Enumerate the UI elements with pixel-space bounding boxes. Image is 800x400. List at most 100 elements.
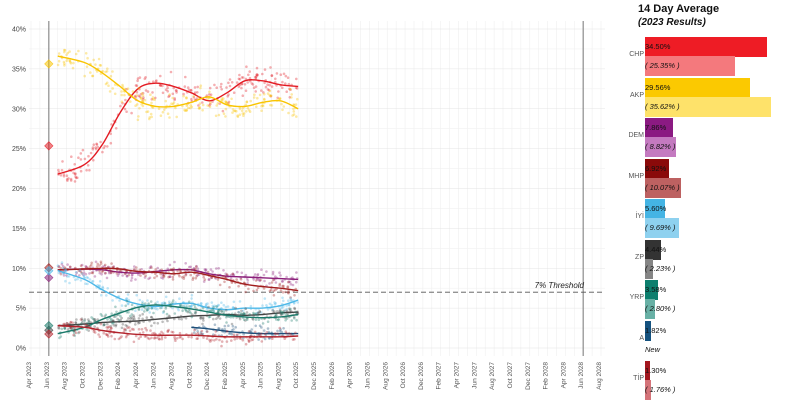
average-bar-dem <box>645 118 673 138</box>
poll-point <box>225 340 229 343</box>
poll-point <box>215 338 218 341</box>
poll-point <box>101 286 105 290</box>
poll-point <box>254 85 258 88</box>
x-tick-label: Aug 2023 <box>62 362 69 390</box>
poll-point <box>271 272 275 276</box>
poll-point <box>209 93 213 96</box>
poll-point <box>90 316 93 319</box>
poll-point <box>184 109 187 112</box>
x-tick-label: Oct 2023 <box>79 362 86 389</box>
poll-point <box>78 330 81 334</box>
poll-point <box>217 309 220 313</box>
poll-point <box>224 101 228 104</box>
poll-point <box>266 88 270 91</box>
poll-point <box>145 110 148 114</box>
poll-point <box>184 75 187 79</box>
poll-point <box>87 320 91 323</box>
poll-point <box>82 276 86 279</box>
poll-point <box>196 267 200 271</box>
poll-point <box>187 88 191 92</box>
poll-point <box>282 327 285 330</box>
poll-point <box>199 317 203 320</box>
poll-point <box>195 274 198 278</box>
poll-point <box>102 331 106 335</box>
poll-point <box>258 309 262 313</box>
poll-point <box>256 278 259 281</box>
x-tick-label: Jun 2026 <box>364 362 371 389</box>
poll-point <box>164 336 167 339</box>
poll-point <box>236 333 239 336</box>
poll-point <box>144 76 147 79</box>
poll-point <box>99 64 103 67</box>
poll-point <box>281 108 284 112</box>
poll-point <box>190 89 193 92</box>
poll-point <box>245 318 249 322</box>
poll-point <box>253 330 257 334</box>
poll-point <box>73 329 76 332</box>
trend-line-iyi <box>57 269 299 311</box>
poll-point <box>257 318 261 322</box>
poll-point <box>141 302 144 305</box>
poll-point <box>257 338 260 341</box>
poll-point <box>270 281 274 284</box>
poll-point <box>112 321 115 325</box>
poll-point <box>121 101 124 105</box>
poll-point <box>82 271 86 274</box>
poll-point <box>148 337 151 341</box>
poll-point <box>167 328 170 332</box>
poll-point <box>69 320 73 324</box>
poll-point <box>93 331 97 334</box>
trend-line-a <box>191 326 299 335</box>
poll-point <box>206 104 209 107</box>
poll-point <box>281 284 284 288</box>
poll-point <box>134 278 137 281</box>
poll-point <box>295 115 298 118</box>
poll-point <box>233 109 237 113</box>
series-tip <box>44 318 299 348</box>
poll-point <box>125 299 129 303</box>
poll-point <box>86 282 89 286</box>
poll-point <box>193 86 197 89</box>
poll-point <box>271 270 275 274</box>
poll-point <box>200 329 204 333</box>
poll-point <box>212 306 215 309</box>
poll-point <box>137 273 140 276</box>
poll-point <box>68 59 71 63</box>
poll-point <box>150 115 153 119</box>
poll-point <box>134 84 138 87</box>
poll-point <box>80 263 84 267</box>
poll-point <box>192 267 196 270</box>
poll-point <box>128 270 132 274</box>
poll-point <box>239 312 243 315</box>
panel-subtitle: (2023 Results) <box>638 17 706 28</box>
poll-point <box>116 317 119 321</box>
poll-point <box>162 274 165 278</box>
poll-point <box>129 100 132 103</box>
poll-point <box>66 179 69 182</box>
poll-point <box>156 322 160 325</box>
poll-point <box>63 62 66 65</box>
poll-point <box>166 112 170 115</box>
poll-point <box>208 338 211 342</box>
poll-point <box>271 334 275 337</box>
poll-point <box>61 265 65 268</box>
poll-point <box>221 99 224 102</box>
poll-point <box>164 88 168 91</box>
poll-point <box>120 326 124 330</box>
poll-point <box>100 314 104 318</box>
poll-point <box>150 101 153 105</box>
y-tick-label: 35% <box>12 66 26 73</box>
poll-point <box>153 321 156 325</box>
poll-point <box>187 300 191 304</box>
poll-point <box>220 310 224 313</box>
poll-point <box>99 140 102 144</box>
poll-point <box>70 155 73 158</box>
poll-point <box>295 87 299 90</box>
poll-point <box>95 143 99 146</box>
poll-point <box>184 308 188 312</box>
poll-point <box>245 100 249 103</box>
poll-point <box>227 81 230 85</box>
poll-point <box>105 81 109 85</box>
poll-point <box>109 319 112 322</box>
poll-point <box>287 280 290 284</box>
